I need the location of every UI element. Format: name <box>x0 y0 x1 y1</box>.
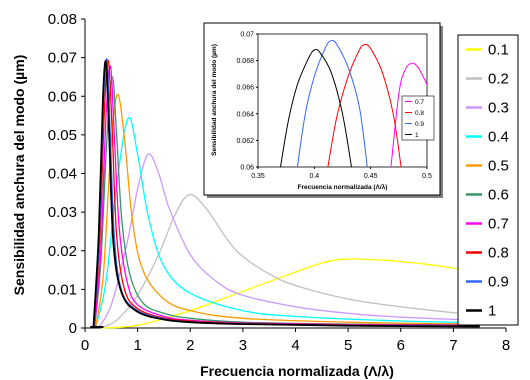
y-tick-label: 0.01 <box>48 281 77 298</box>
inset-y-tick-label: 0.07 <box>240 32 254 39</box>
main-series-group <box>90 58 480 329</box>
inset-x-axis-title: Frecuencia normalizada (Λ/λ) <box>298 183 388 191</box>
legend-label-0.3: 0.3 <box>488 100 509 117</box>
y-tick-label: 0.07 <box>48 50 77 67</box>
x-axis-title: Frecuencia normalizada (Λ/λ) <box>200 363 394 379</box>
inset-y-tick-label: 0.06 <box>240 165 254 172</box>
inset-y-tick-label: 0.062 <box>236 138 254 145</box>
inset-series-line-1 <box>280 48 352 167</box>
x-tick-label: 4 <box>291 337 299 354</box>
inset-y-tick-label: 0.064 <box>236 111 254 118</box>
legend-label-0.5: 0.5 <box>488 158 509 175</box>
x-tick-label: 3 <box>239 337 247 354</box>
legend-label-0.8: 0.8 <box>488 245 509 262</box>
legend-label-1: 1 <box>488 303 496 320</box>
inset-series-line-0.9 <box>296 39 368 167</box>
x-tick-label: 8 <box>502 337 510 354</box>
legend-label-0.6: 0.6 <box>488 187 509 204</box>
inset-x-tick-label: 0.5 <box>422 173 432 180</box>
inset-series-group <box>280 39 427 167</box>
inset-x-tick-label: 0.45 <box>364 173 378 180</box>
y-tick-label: 0.08 <box>48 11 77 28</box>
series-line-0.2 <box>100 193 480 329</box>
inset-series-line-0.7 <box>390 62 427 167</box>
y-axis-title: Sensibilidad anchura del modo (µm) <box>11 55 27 296</box>
y-tick-label: 0 <box>69 320 77 337</box>
y-tick-label: 0.03 <box>48 204 77 221</box>
y-tick-label: 0.02 <box>48 243 77 260</box>
legend: 0.1 0.2 0.3 0.4 0.5 0.6 0.7 0.8 0.9 1 <box>457 34 519 326</box>
legend-box <box>457 34 519 326</box>
inset-legend-label-0.8: 0.8 <box>415 110 424 117</box>
x-tick-label: 6 <box>397 337 405 354</box>
y-tick-label: 0.06 <box>48 88 77 105</box>
series-line-0.3 <box>97 153 480 329</box>
inset-chart: 0.06 0.062 0.064 0.066 0.068 0.07 0.35 0.4 0.45 0… <box>203 22 443 198</box>
legend-label-0.9: 0.9 <box>488 274 509 291</box>
y-tick-label: 0.05 <box>48 127 77 144</box>
legend-label-0.7: 0.7 <box>488 216 509 233</box>
inset-legend-label-1: 1 <box>415 132 419 139</box>
main-axes: 0 0.01 0.02 0.03 0.04 0.05 0.06 0.07 0.08 0 1 2 3 4 5 6… <box>48 11 510 354</box>
inset-y-tick-label: 0.068 <box>236 58 254 65</box>
x-tick-label: 1 <box>133 337 141 354</box>
x-tick-label: 7 <box>449 337 457 354</box>
inset-legend-box <box>401 95 435 141</box>
x-tick-label: 2 <box>186 337 194 354</box>
inset-x-tick-label: 0.4 <box>309 173 319 180</box>
series-line-1 <box>92 60 480 329</box>
inset-y-axis-title: Sensibilidad anchura del modo (µm) <box>211 44 218 156</box>
x-tick-label: 0 <box>81 337 89 354</box>
inset-y-tick-label: 0.066 <box>236 85 254 92</box>
inset-x-tick-label: 0.35 <box>251 173 265 180</box>
legend-label-0.1: 0.1 <box>488 42 509 59</box>
legend-label-0.4: 0.4 <box>488 129 509 146</box>
x-tick-label: 5 <box>344 337 352 354</box>
legend-label-0.2: 0.2 <box>488 71 509 88</box>
y-tick-label: 0.04 <box>48 166 77 183</box>
inset-legend-label-0.9: 0.9 <box>415 121 424 128</box>
series-line-0.1 <box>100 258 480 329</box>
inset-legend-label-0.7: 0.7 <box>415 99 424 106</box>
